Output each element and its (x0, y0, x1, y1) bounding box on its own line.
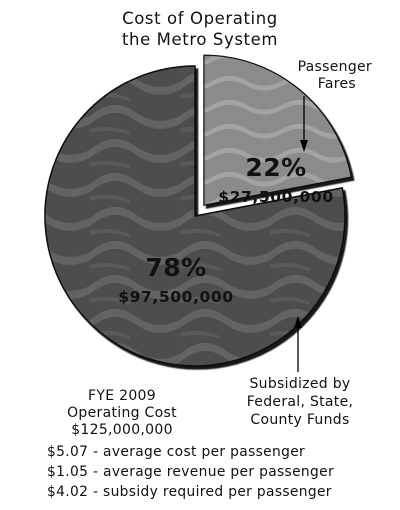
total-cost-line-1: FYE 2009 (88, 388, 156, 404)
annotation-arrowhead-subsidized (294, 316, 302, 328)
chart-title-line-2: the Metro System (122, 30, 278, 49)
pie-slice-passenger-fares (203, 54, 353, 206)
annotation-subsidized-line-2: Federal, State, (247, 394, 354, 410)
annotation-passenger-fares-line-2: Fares (318, 76, 356, 92)
annotation-subsidized-line-1: Subsidized by (250, 376, 351, 392)
total-cost-line-2: Operating Cost (67, 405, 177, 421)
annotation-subsidized-line-3: County Funds (250, 412, 349, 428)
slice-percent-passenger-fares: 22% (245, 153, 306, 182)
note-average-revenue: $1.05 - average revenue per passenger (47, 464, 334, 480)
note-average-cost: $5.07 - average cost per passenger (47, 444, 305, 460)
slice-amount-passenger-fares: $27,500,000 (218, 188, 333, 206)
annotation-passenger-fares-line-1: Passenger (298, 59, 372, 75)
slice-percent-subsidized: 78% (145, 253, 206, 282)
note-subsidy-required: $4.02 - subsidy required per passenger (47, 484, 332, 500)
slice-amount-subsidized: $97,500,000 (118, 288, 233, 306)
annotation-arrowhead-passenger-fares (300, 140, 308, 152)
chart-title-line-1: Cost of Operating (122, 9, 278, 28)
total-cost-line-3: $125,000,000 (71, 422, 173, 438)
pie-slice-subsidized (44, 65, 346, 367)
